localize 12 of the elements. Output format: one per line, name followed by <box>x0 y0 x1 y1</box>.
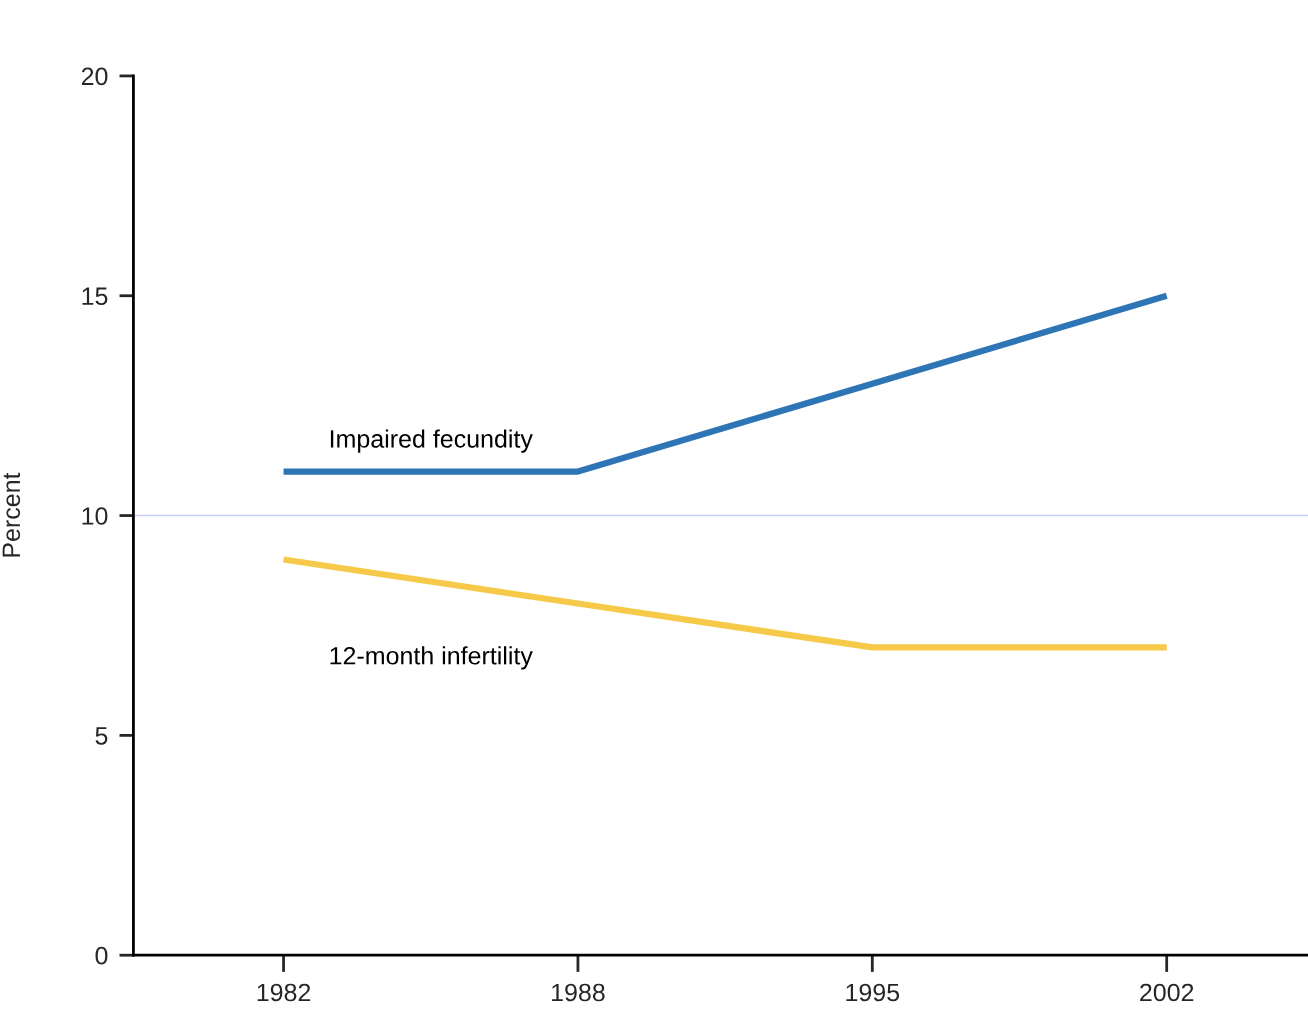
series-label: 12-month infertility <box>330 646 533 670</box>
y-tick-label: 5 <box>95 727 108 745</box>
y-tick-label: 20 <box>81 67 108 86</box>
x-tick-label: 1982 <box>257 983 311 1002</box>
y-tick-label: 15 <box>82 287 108 306</box>
x-tick-label: 2002 <box>1140 983 1194 1002</box>
y-axis-title: Percent <box>2 472 21 557</box>
series-label: Impaired fecundity <box>330 429 533 453</box>
x-tick-label: 1995 <box>846 983 900 1002</box>
y-tick-label: 0 <box>95 946 108 965</box>
x-tick-label: 1988 <box>552 983 605 1002</box>
y-tick-label: 10 <box>82 507 108 525</box>
